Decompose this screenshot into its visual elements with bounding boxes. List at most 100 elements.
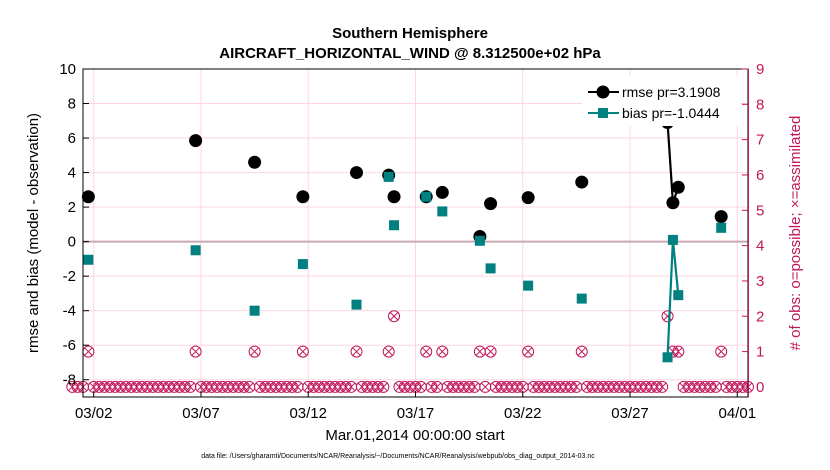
x-tick-label: 04/01 [719, 405, 757, 422]
legend-box [582, 76, 740, 126]
obs-assimilated-marker [657, 382, 667, 392]
obs-assimilated-marker [486, 347, 495, 356]
rmse-point [521, 191, 535, 205]
legend: rmse pr=3.1908 bias pr=-1.0444 [582, 76, 740, 126]
y-tick-label: 10 [59, 61, 76, 78]
obs-possible-marker [350, 345, 363, 358]
obs-assimilated-marker [470, 382, 479, 392]
obs-assimilated-marker [244, 382, 254, 392]
bias-point [389, 220, 400, 231]
x-tick-label: 03/07 [182, 405, 220, 422]
obs-assimilated-marker [416, 382, 426, 392]
bias-point [351, 299, 362, 310]
obs-assimilated-marker [384, 347, 393, 356]
rmse-point [81, 190, 95, 204]
bias-point [673, 290, 684, 301]
obs-possible-marker [296, 345, 309, 358]
obs-assimilated-marker [84, 347, 93, 356]
y-tick-label: -8 [63, 372, 76, 389]
y2-tick-label: 3 [756, 273, 764, 290]
obs-possible-marker [672, 345, 685, 358]
x-axis-label: Mar.01,2014 00:00:00 start [325, 427, 505, 444]
rmse-point [671, 180, 685, 194]
chart-subtitle: AIRCRAFT_HORIZONTAL_WIND @ 8.312500e+02 … [219, 45, 601, 62]
obs-possible-marker [484, 345, 497, 358]
y-tick-label: 6 [68, 130, 76, 147]
legend-bias-label: bias pr=-1.0444 [622, 105, 720, 121]
rmse-point [575, 175, 589, 189]
y-tick-label: -6 [63, 337, 76, 354]
obs-assimilated-marker [572, 382, 581, 392]
y-tick-label: 0 [68, 234, 76, 251]
obs-assimilated-marker [432, 382, 442, 392]
y-tick-label: 4 [68, 165, 76, 182]
y2-tick-label: 2 [756, 308, 764, 325]
x-tick-label: 03/22 [504, 405, 542, 422]
bias-point [383, 171, 394, 182]
bias-point [523, 280, 534, 291]
y2-tick-label: 0 [756, 379, 764, 396]
y2-axis-label: # of obs: o=possible; ×=assimilated [787, 116, 804, 351]
y-tick-label: -4 [63, 303, 76, 320]
rmse-point [387, 190, 401, 204]
bias-point [576, 293, 587, 304]
chart-title: Southern Hemisphere [332, 25, 488, 42]
obs-assimilated-marker [250, 347, 259, 356]
obs-assimilated-marker [523, 347, 533, 356]
obs-possible-marker [436, 345, 449, 358]
obs-assimilated-marker [674, 347, 683, 356]
obs-possible-marker [522, 345, 535, 358]
legend-rmse-label: rmse pr=3.1908 [622, 84, 721, 100]
y-tick-label: -2 [63, 268, 76, 285]
obs-possible-marker [715, 345, 728, 358]
bias-point [249, 305, 260, 316]
obs-assimilated-marker [577, 347, 587, 356]
rmse-point [296, 190, 310, 204]
obs-possible-marker [248, 345, 261, 358]
data-file-note: data file: /Users/gharamti/Documents/NCA… [201, 453, 595, 460]
x-tick-label: 03/17 [397, 405, 435, 422]
right-axis-line [748, 69, 749, 397]
rmse-point [350, 166, 364, 180]
obs-assimilated-marker [716, 347, 726, 356]
y2-tick-label: 9 [756, 61, 764, 78]
obs-possible-marker [575, 345, 588, 358]
y2-tick-label: 4 [756, 238, 764, 255]
obs-assimilated-marker [421, 347, 431, 356]
y2-tick-label: 5 [756, 202, 764, 219]
bias-point [421, 191, 432, 202]
obs-assimilated-marker [438, 347, 447, 356]
obs-possible-marker [388, 310, 401, 323]
rmse-point [248, 155, 262, 169]
y2-tick-label: 8 [756, 96, 764, 113]
obs-possible-marker [661, 310, 674, 323]
rmse-point [714, 210, 728, 224]
bias-point [83, 254, 94, 265]
y-axis-label: rmse and bias (model - observation) [25, 113, 42, 353]
bias-point [485, 263, 496, 274]
y2-tick-label: 6 [756, 167, 764, 184]
obs-possible-marker [420, 345, 433, 358]
obs-assimilated-marker [480, 382, 490, 392]
y2-tick-label: 7 [756, 132, 764, 149]
bias-point [474, 235, 485, 246]
obs-assimilated-marker [475, 347, 485, 356]
bias-point [190, 245, 201, 256]
y-tick-label: 2 [68, 199, 76, 216]
obs-assimilated-marker [379, 382, 388, 392]
obs-possible-marker [656, 380, 669, 393]
rmse-point [189, 134, 203, 148]
y-tick-label: 8 [68, 96, 76, 113]
bias-point [297, 259, 308, 270]
legend-bias-marker [598, 108, 608, 118]
bias-point [437, 206, 448, 217]
right-axis-ticks: 9 8 7 6 5 4 3 2 1 0 [742, 61, 764, 396]
obs-assimilated-marker [389, 312, 399, 321]
obs-assimilated-marker [186, 382, 195, 392]
obs-assimilated-marker [346, 382, 356, 392]
x-axis-ticks: 03/02 03/07 03/12 03/17 03/22 03/27 04/01 [75, 391, 756, 422]
rmse-point [435, 185, 449, 199]
left-axis-ticks: 10 8 6 4 2 0 -2 -4 -6 -8 [59, 61, 89, 389]
bias-point [667, 234, 678, 245]
